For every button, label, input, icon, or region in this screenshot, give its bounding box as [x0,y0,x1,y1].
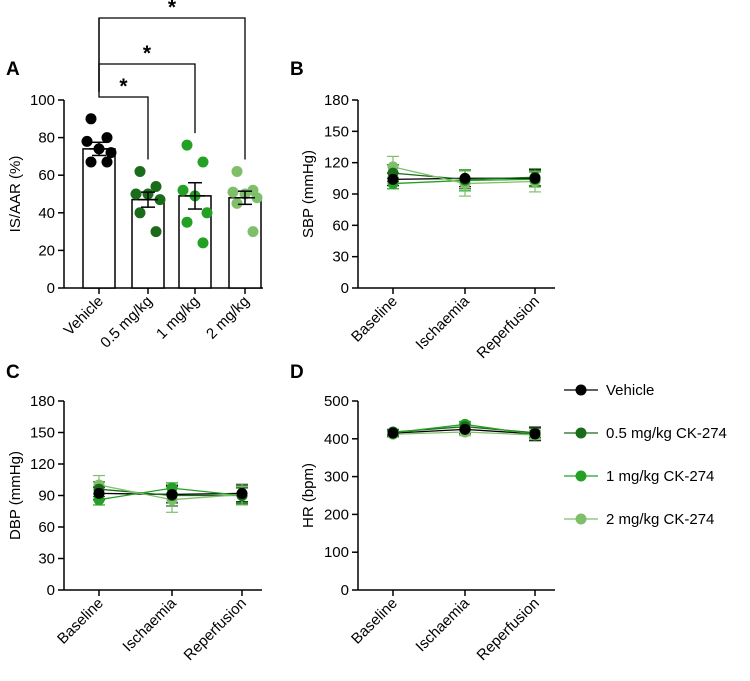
data-point [529,428,541,440]
x-tick-label: 1 mg/kg [153,293,203,343]
data-point [387,427,399,439]
data-point [134,207,146,219]
y-tick-label: 0 [341,280,349,297]
y-tick-label: 90 [38,488,55,505]
y-tick-label: 120 [30,456,55,473]
y-tick-label: 60 [38,167,55,184]
y-tick-label: 180 [324,92,349,109]
y-tick-label: 0 [341,582,349,599]
significance-star: * [143,42,152,65]
y-tick-label: 180 [30,393,55,410]
bar [82,148,116,289]
data-point [150,180,162,192]
y-tick-label: 90 [332,186,349,203]
x-tick-label: Baseline [54,595,107,648]
y-tick-label: 80 [38,130,55,147]
data-point [459,172,471,184]
data-point [150,226,162,238]
legend-marker [575,427,587,439]
panel-letter: A [6,59,20,80]
y-tick-label: 40 [38,205,55,222]
legend-label: Vehicle [606,382,654,399]
significance-bracket [98,63,196,134]
x-tick-label: Ischaemia [412,292,473,353]
x-tick-label: Baseline [348,293,401,346]
data-point [251,192,263,204]
data-point [134,165,146,177]
legend-label: 2 mg/kg CK-274 [606,511,714,528]
legend-marker [575,470,587,482]
y-tick-label: 120 [324,155,349,172]
y-tick-label: 100 [30,92,55,109]
y-tick-label: 60 [332,217,349,234]
data-point [101,132,113,144]
y-tick-label: 100 [324,544,349,561]
data-point [85,113,97,125]
data-point [459,423,471,435]
data-point [227,186,239,198]
legend-marker [575,513,587,525]
data-point [197,156,209,168]
y-tick-label: 500 [324,393,349,410]
y-tick-label: 200 [324,506,349,523]
x-tick-label: Reperfusion [474,293,543,362]
data-point [197,237,209,249]
data-point [387,173,399,185]
panel-letter: D [290,362,304,383]
y-tick-label: 60 [38,519,55,536]
x-tick-label: 2 mg/kg [203,293,253,343]
y-axis-title: DBP (mmHg) [7,451,24,540]
x-tick-label: Reperfusion [181,595,250,664]
data-point [231,165,243,177]
data-point [177,184,189,196]
x-tick-label: Ischaemia [412,594,473,655]
bar [228,197,262,289]
data-point [181,139,193,151]
y-tick-label: 0 [47,280,55,297]
legend-label: 1 mg/kg CK-274 [606,468,714,485]
y-tick-label: 0 [47,582,55,599]
significance-star: * [168,0,177,19]
data-point [130,188,142,200]
significance-bracket [98,92,149,160]
data-point [236,487,248,499]
legend-marker [575,384,587,396]
panel-letter: B [290,59,304,80]
data-point [85,156,97,168]
y-tick-label: 30 [38,551,55,568]
x-tick-label: Baseline [348,595,401,648]
data-point [166,488,178,500]
panel-letter: C [6,362,20,383]
y-tick-label: 150 [30,425,55,442]
data-point [247,226,259,238]
significance-star: * [119,75,128,98]
data-point [81,135,93,147]
data-point [181,216,193,228]
y-axis-title: IS/AAR (%) [7,156,24,233]
y-tick-label: 400 [324,431,349,448]
x-tick-label: Vehicle [61,293,107,339]
data-point [201,207,213,219]
y-tick-label: 20 [38,242,55,259]
data-point [93,487,105,499]
y-axis-title: HR (bpm) [300,463,317,528]
data-point [105,147,117,159]
data-point [154,194,166,206]
x-tick-label: Ischaemia [119,594,180,655]
legend-label: 0.5 mg/kg CK-274 [606,425,727,442]
x-tick-label: 0.5 mg/kg [97,293,156,352]
x-tick-label: Reperfusion [474,595,543,664]
y-tick-label: 150 [324,123,349,140]
data-point [529,172,541,184]
y-axis-title: SBP (mmHg) [300,150,317,238]
y-tick-label: 300 [324,469,349,486]
y-tick-label: 30 [332,249,349,266]
data-point [101,156,113,168]
data-point [231,197,243,209]
